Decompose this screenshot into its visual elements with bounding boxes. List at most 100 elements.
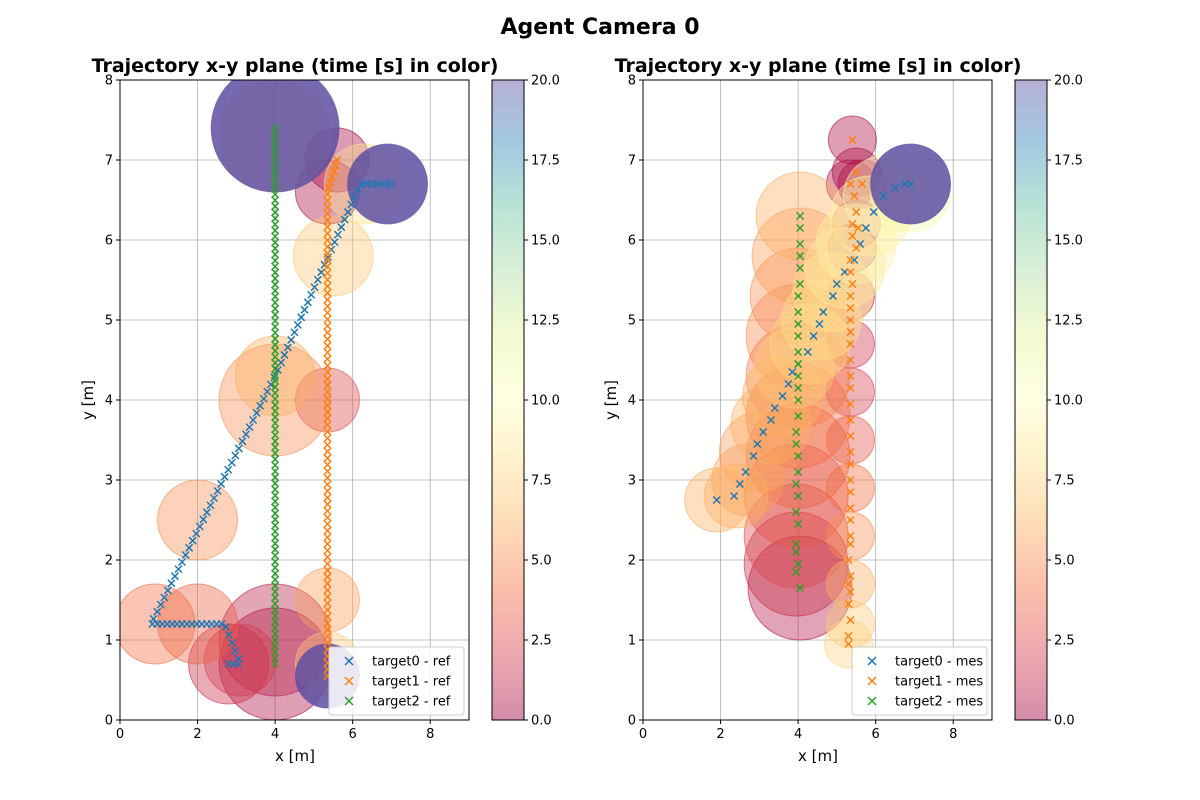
- marker-target1: [846, 327, 855, 337]
- marker-target1: [323, 407, 332, 416]
- marker-target2: [271, 388, 280, 398]
- y-tick-label: 3: [628, 474, 636, 489]
- marker-target2: [271, 160, 280, 169]
- marker-target2: [271, 166, 280, 175]
- marker-target1: [844, 639, 853, 649]
- marker-target1: [323, 361, 332, 370]
- legend-entry: target0 - ref: [372, 655, 451, 670]
- marker-target1: [323, 539, 332, 548]
- marker-target2: [794, 383, 803, 393]
- marker-target0: [803, 347, 812, 357]
- marker-target1: [323, 632, 332, 641]
- marker-target2: [271, 142, 280, 151]
- marker-target1: [323, 586, 332, 595]
- marker-target0: [343, 208, 352, 217]
- marker-target2: [271, 154, 280, 163]
- marker-target1: [323, 526, 332, 535]
- marker-target1: [326, 178, 335, 187]
- marker-target1: [846, 447, 855, 457]
- marker-target0: [192, 529, 201, 538]
- marker-target1: [858, 179, 867, 189]
- marker-target0: [749, 451, 758, 461]
- marker-target1: [848, 231, 857, 241]
- marker-target2: [792, 439, 801, 449]
- marker-target1: [323, 203, 332, 212]
- marker-target2: [796, 251, 805, 261]
- marker-target0: [766, 415, 775, 425]
- marker-target2: [271, 659, 280, 669]
- marker-target1: [846, 267, 855, 277]
- colorbar-tick-label: 5.0: [1054, 554, 1075, 569]
- y-tick-label: 7: [628, 154, 636, 169]
- marker-target1: [323, 414, 332, 423]
- marker-target2: [271, 557, 280, 566]
- marker-target0: [712, 495, 721, 505]
- marker-target1: [323, 222, 332, 231]
- marker-target0: [227, 458, 236, 467]
- colorbar-tick-label: 0.0: [531, 714, 552, 729]
- marker-target2: [271, 575, 280, 584]
- marker-target2: [271, 401, 280, 410]
- axes-right-circles: [684, 115, 952, 669]
- marker-target0: [832, 279, 841, 289]
- y-tick-label: 2: [105, 554, 113, 569]
- time-circle: [347, 143, 429, 225]
- marker-target2: [271, 593, 280, 602]
- marker-target0: [256, 401, 265, 410]
- colorbar-right-gradient: [1014, 79, 1048, 721]
- marker-target2: [271, 599, 280, 608]
- legend-marker: [344, 696, 354, 706]
- marker-target2: [271, 352, 280, 361]
- marker-target0: [188, 536, 197, 545]
- axes-right-ylabel: y [m]: [602, 380, 620, 420]
- marker-target0: [227, 638, 237, 647]
- marker-target2: [271, 346, 280, 355]
- marker-target0: [303, 298, 312, 307]
- marker-target2: [792, 547, 801, 557]
- axes-left-xticks: 0 2 4 6 8: [116, 720, 434, 742]
- marker-target0: [199, 515, 208, 524]
- axes-left-markers: [148, 123, 396, 681]
- y-tick-label: 6: [105, 234, 113, 249]
- marker-target1: [323, 236, 332, 245]
- axes-right-yticks: 0 1 2 3 4 5 6 7 8: [628, 74, 643, 729]
- marker-target1: [323, 427, 332, 436]
- legend-marker: [867, 676, 877, 686]
- colorbar-tick-label: 7.5: [531, 474, 552, 489]
- marker-target1: [846, 415, 855, 425]
- marker-target0: [241, 430, 251, 439]
- marker-target2: [794, 319, 803, 329]
- marker-target0: [730, 491, 739, 501]
- marker-target1: [323, 209, 332, 218]
- y-tick-label: 0: [105, 714, 113, 729]
- marker-target1: [323, 546, 332, 555]
- x-tick-label: 0: [116, 727, 124, 742]
- marker-target0: [206, 501, 215, 510]
- marker-target2: [271, 202, 280, 211]
- marker-target1: [324, 183, 333, 193]
- marker-target1: [846, 371, 855, 381]
- marker-target0: [330, 238, 339, 247]
- marker-target0: [283, 343, 292, 352]
- marker-target0: [149, 614, 158, 623]
- axes-right-xlabel: x [m]: [798, 747, 838, 765]
- marker-target2: [271, 479, 280, 488]
- marker-target2: [271, 268, 280, 277]
- marker-target1: [850, 191, 859, 201]
- marker-target2: [271, 503, 280, 512]
- axes-left: Trajectory x-y plane (time [s] in color)…: [79, 55, 498, 765]
- marker-target1: [848, 219, 857, 229]
- marker-target2: [271, 220, 280, 229]
- marker-target2: [271, 208, 280, 217]
- axes-right-title: Trajectory x-y plane (time [s] in color): [615, 55, 1022, 77]
- marker-target2: [794, 331, 803, 341]
- marker-target2: [271, 413, 280, 422]
- marker-target1: [328, 172, 337, 181]
- marker-target1: [323, 480, 332, 489]
- marker-target0: [231, 451, 240, 460]
- marker-target2: [271, 190, 280, 199]
- marker-target2: [796, 239, 805, 249]
- marker-target1: [846, 255, 855, 265]
- marker-target1: [846, 383, 855, 393]
